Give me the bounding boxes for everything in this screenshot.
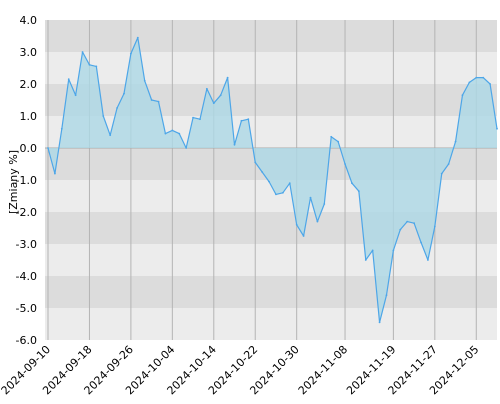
data-point: [427, 259, 429, 261]
y-tick-label: 4.0: [20, 14, 38, 27]
data-point: [475, 76, 478, 79]
series-line: [47, 36, 498, 323]
data-point: [247, 118, 250, 121]
data-point: [275, 193, 277, 196]
data-point: [268, 180, 270, 183]
data-point: [433, 225, 436, 228]
data-point: [295, 223, 298, 226]
data-point: [447, 163, 450, 165]
x-tick-label: 2024-11-08: [296, 343, 350, 397]
data-point: [461, 94, 464, 97]
grid-band: [45, 308, 497, 340]
data-point: [81, 51, 84, 53]
data-point: [54, 172, 56, 175]
data-point: [109, 134, 112, 137]
data-point: [143, 79, 146, 82]
data-point: [316, 220, 319, 223]
y-tick-label: -1.0: [16, 174, 37, 187]
data-point: [454, 140, 457, 143]
grid-band: [45, 276, 497, 308]
series-area: [48, 37, 497, 323]
data-point: [468, 81, 471, 84]
data-point: [136, 36, 139, 39]
grid-band: [45, 84, 497, 116]
data-point: [309, 196, 312, 199]
data-point: [413, 222, 416, 225]
y-tick-label: 3.0: [20, 46, 38, 59]
data-point: [254, 161, 257, 164]
y-axis-label: [Zmiany %]: [7, 150, 20, 214]
y-tick-label: 2.0: [20, 78, 38, 91]
data-point: [47, 147, 49, 149]
data-point: [378, 321, 381, 324]
data-point: [288, 182, 291, 185]
data-point: [205, 87, 208, 90]
data-point: [337, 140, 340, 143]
data-point: [357, 190, 360, 193]
data-point: [344, 163, 346, 165]
data-point: [440, 172, 443, 175]
data-point: [302, 235, 305, 237]
data-point: [385, 294, 388, 297]
data-point: [60, 127, 63, 130]
data-point: [261, 171, 264, 173]
data-point: [178, 132, 181, 135]
data-point: [281, 191, 284, 194]
grid-band: [45, 20, 497, 52]
data-point: [199, 118, 201, 121]
data-point: [102, 115, 105, 117]
data-point: [171, 129, 174, 132]
data-point: [67, 78, 70, 81]
data-point: [364, 259, 367, 261]
data-point: [164, 132, 167, 135]
y-tick-label: -3.0: [16, 238, 37, 251]
data-point: [371, 249, 374, 252]
y-tick-label: 0.0: [20, 142, 38, 155]
data-point: [351, 182, 353, 185]
data-point: [240, 119, 243, 122]
data-point: [406, 220, 409, 223]
data-point: [482, 76, 485, 79]
data-point: [95, 65, 98, 68]
y-tick-label: -6.0: [16, 334, 37, 347]
data-point: [233, 143, 236, 146]
grid-band: [45, 244, 497, 276]
data-point: [74, 94, 77, 97]
y-tick-label: -4.0: [16, 270, 37, 283]
data-point: [129, 52, 132, 55]
y-tick-label: -2.0: [16, 206, 37, 219]
data-point: [323, 203, 326, 205]
grid-band: [45, 52, 497, 84]
data-point: [489, 83, 491, 85]
data-point: [116, 107, 118, 109]
data-point: [330, 135, 333, 138]
data-point: [150, 99, 153, 101]
data-point: [399, 228, 402, 231]
y-tick-label: -5.0: [16, 302, 37, 315]
data-point: [123, 92, 125, 95]
data-point: [226, 76, 229, 79]
data-point: [192, 116, 194, 119]
data-point: [420, 241, 422, 244]
data-point: [392, 249, 395, 252]
data-point: [88, 63, 91, 66]
data-point: [157, 100, 160, 103]
data-point: [496, 127, 498, 130]
data-point: [212, 102, 215, 105]
data-point: [219, 94, 222, 97]
data-point: [185, 147, 188, 149]
y-tick-label: 1.0: [20, 110, 38, 123]
